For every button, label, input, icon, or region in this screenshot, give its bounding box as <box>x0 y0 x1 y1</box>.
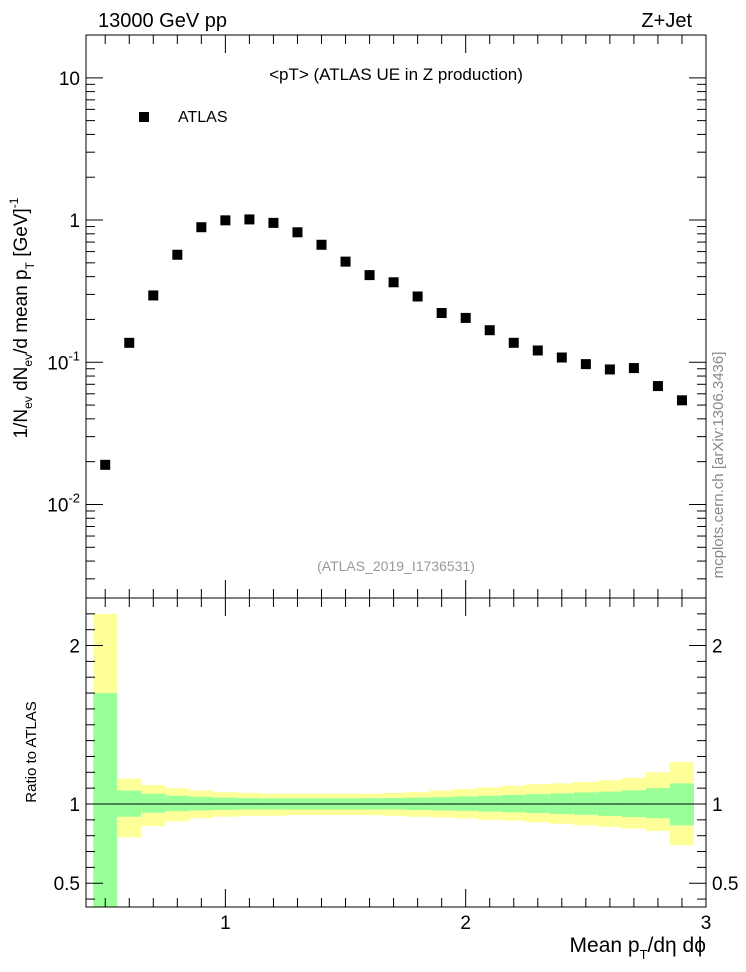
main-y-tick-label: 10-2 <box>47 490 80 516</box>
data-point <box>364 270 375 281</box>
data-point <box>316 239 327 250</box>
ratio-bands <box>93 613 694 907</box>
x-tick-labels: 1 2 3 <box>220 913 711 934</box>
ratio-y-tick-label-right: 0.5 <box>712 874 738 895</box>
ratio-y-tick-label-left: 2 <box>69 637 80 658</box>
data-point <box>220 215 231 226</box>
ratio-plot: 0.5 0.5 1 1 2 2 1 2 3 Ratio to ATLAS Mean pT/dη… <box>23 597 739 962</box>
data-point <box>652 381 663 392</box>
main-axis-ticks <box>86 34 707 598</box>
x-tick-label: 1 <box>220 913 231 934</box>
data-point <box>604 364 615 375</box>
data-point <box>508 337 519 348</box>
main-plot: 10-2 10-1 1 10 <pT> (ATLAS UE in Z producti… <box>7 34 707 599</box>
process-label: Z+Jet <box>641 10 692 32</box>
main-y-tick-label: 1 <box>69 211 80 232</box>
ratio-y-tick-label-right: 1 <box>712 795 723 816</box>
data-point <box>244 214 255 225</box>
data-point <box>196 222 207 233</box>
data-point <box>532 345 543 356</box>
data-point <box>292 227 303 238</box>
main-y-tick-label: 10 <box>59 69 80 90</box>
ratio-axis-ticks <box>86 597 707 907</box>
data-point <box>556 352 567 363</box>
ratio-band-inner <box>141 793 166 813</box>
ratio-y-tick-labels: 0.5 0.5 1 1 2 2 <box>54 637 739 896</box>
ratio-band-inner <box>645 788 670 819</box>
ratio-y-tick-label-left: 0.5 <box>54 874 80 895</box>
data-points <box>100 214 687 470</box>
ratio-band-inner <box>165 795 190 812</box>
x-axis-label: Mean pT/dη dϕ <box>570 934 706 962</box>
data-point <box>628 363 639 374</box>
ratio-plot-frame <box>85 597 707 908</box>
data-point <box>460 312 471 323</box>
chart-title: <pT> (ATLAS UE in Z production) <box>269 65 523 84</box>
data-point <box>340 256 351 267</box>
main-y-tick-labels: 10-2 10-1 1 10 <box>47 69 80 517</box>
ratio-band-inner <box>93 693 118 907</box>
data-point <box>124 337 135 348</box>
data-point <box>148 290 159 301</box>
main-y-axis-label: 1/Nev dNev/d mean pT [GeV]-1 <box>7 197 37 438</box>
ratio-y-tick-label-right: 2 <box>712 637 723 658</box>
data-point <box>388 277 399 288</box>
data-point <box>268 217 279 228</box>
x-tick-label: 2 <box>460 913 471 934</box>
x-tick-label: 3 <box>701 913 712 934</box>
legend-label-atlas: ATLAS <box>178 109 228 126</box>
data-point <box>100 459 111 470</box>
side-label: mcplots.cern.ch [arXiv:1306.3436] <box>710 352 727 579</box>
ratio-y-tick-label-left: 1 <box>69 795 80 816</box>
main-y-tick-label: 10-1 <box>47 348 80 374</box>
data-point <box>580 359 591 370</box>
legend-marker-atlas <box>139 112 149 122</box>
data-point <box>412 291 423 302</box>
data-point <box>436 307 447 318</box>
analysis-label: (ATLAS_2019_I1736531) <box>317 558 475 574</box>
data-point <box>484 325 495 336</box>
ratio-y-axis-label: Ratio to ATLAS <box>23 701 40 802</box>
energy-label: 13000 GeV pp <box>98 10 227 32</box>
data-point <box>172 249 183 260</box>
data-point <box>676 395 687 406</box>
